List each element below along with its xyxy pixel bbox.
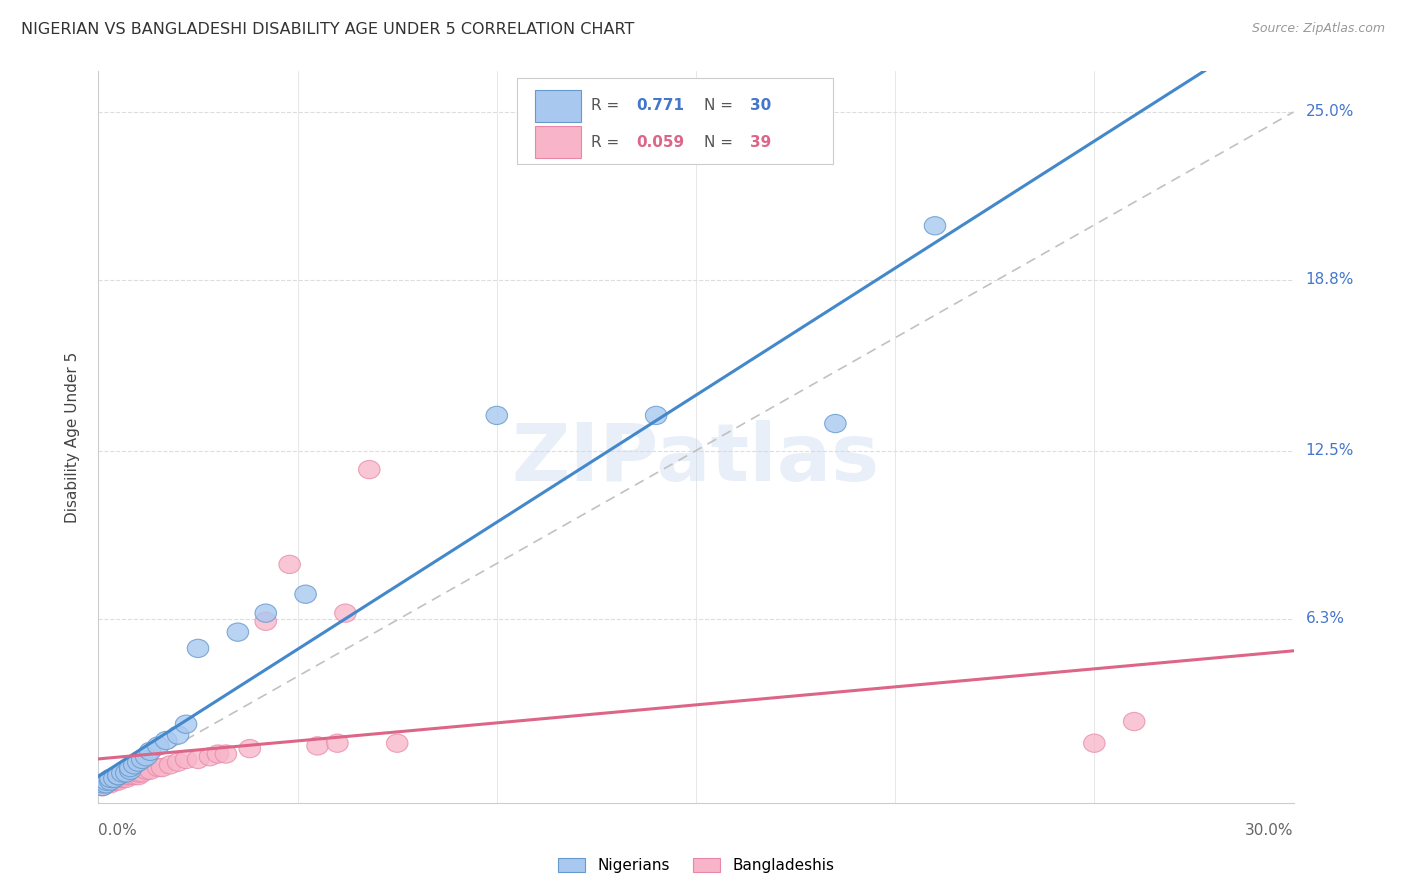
Ellipse shape	[359, 460, 380, 479]
Ellipse shape	[176, 715, 197, 733]
Ellipse shape	[139, 742, 160, 761]
Ellipse shape	[128, 753, 149, 772]
Text: R =: R =	[591, 135, 624, 150]
Text: R =: R =	[591, 98, 624, 113]
Ellipse shape	[104, 772, 125, 790]
Ellipse shape	[108, 772, 129, 790]
Text: 0.0%: 0.0%	[98, 823, 138, 838]
Ellipse shape	[924, 217, 946, 235]
Ellipse shape	[100, 772, 121, 790]
Ellipse shape	[104, 772, 125, 790]
Ellipse shape	[187, 750, 208, 769]
Ellipse shape	[156, 731, 177, 749]
Ellipse shape	[148, 758, 169, 777]
FancyBboxPatch shape	[517, 78, 834, 164]
Ellipse shape	[307, 737, 328, 755]
Ellipse shape	[96, 774, 117, 793]
Ellipse shape	[167, 753, 188, 772]
Ellipse shape	[100, 774, 121, 793]
Ellipse shape	[825, 415, 846, 433]
Ellipse shape	[135, 747, 157, 766]
Ellipse shape	[91, 778, 112, 796]
Ellipse shape	[120, 758, 141, 777]
Ellipse shape	[176, 750, 197, 769]
Ellipse shape	[254, 604, 277, 623]
Ellipse shape	[278, 555, 301, 574]
Ellipse shape	[132, 764, 153, 782]
Text: 12.5%: 12.5%	[1305, 443, 1354, 458]
Text: N =: N =	[704, 98, 738, 113]
Ellipse shape	[132, 750, 153, 769]
Text: 30.0%: 30.0%	[1246, 823, 1294, 838]
Ellipse shape	[96, 774, 117, 793]
Ellipse shape	[115, 764, 136, 782]
Ellipse shape	[115, 766, 136, 785]
Ellipse shape	[228, 623, 249, 641]
Ellipse shape	[96, 774, 117, 793]
Ellipse shape	[254, 612, 277, 631]
FancyBboxPatch shape	[534, 126, 581, 159]
Text: NIGERIAN VS BANGLADESHI DISABILITY AGE UNDER 5 CORRELATION CHART: NIGERIAN VS BANGLADESHI DISABILITY AGE U…	[21, 22, 634, 37]
Ellipse shape	[100, 772, 121, 790]
Ellipse shape	[115, 769, 136, 788]
Text: 18.8%: 18.8%	[1305, 272, 1354, 287]
Ellipse shape	[326, 734, 349, 752]
Ellipse shape	[239, 739, 260, 758]
Ellipse shape	[139, 761, 160, 780]
Text: 0.059: 0.059	[636, 135, 685, 150]
Legend: Nigerians, Bangladeshis: Nigerians, Bangladeshis	[551, 852, 841, 880]
Text: 0.771: 0.771	[636, 98, 685, 113]
Text: 30: 30	[749, 98, 770, 113]
Ellipse shape	[159, 756, 181, 774]
Ellipse shape	[124, 756, 145, 774]
Ellipse shape	[91, 778, 112, 796]
Ellipse shape	[124, 766, 145, 785]
Ellipse shape	[108, 766, 129, 785]
Ellipse shape	[1123, 713, 1144, 731]
Text: 6.3%: 6.3%	[1305, 611, 1344, 626]
Ellipse shape	[152, 758, 173, 777]
Ellipse shape	[215, 745, 236, 764]
Ellipse shape	[111, 764, 134, 782]
Ellipse shape	[120, 761, 141, 780]
Ellipse shape	[135, 761, 157, 780]
Ellipse shape	[387, 734, 408, 752]
Ellipse shape	[111, 769, 134, 788]
Ellipse shape	[91, 774, 112, 793]
Ellipse shape	[128, 764, 149, 782]
Ellipse shape	[200, 747, 221, 766]
Ellipse shape	[96, 772, 117, 790]
Ellipse shape	[100, 769, 121, 788]
Text: ZIPatlas: ZIPatlas	[512, 420, 880, 498]
Ellipse shape	[128, 766, 149, 785]
Text: N =: N =	[704, 135, 738, 150]
Ellipse shape	[91, 778, 112, 796]
FancyBboxPatch shape	[534, 90, 581, 122]
Ellipse shape	[486, 406, 508, 425]
Text: Source: ZipAtlas.com: Source: ZipAtlas.com	[1251, 22, 1385, 36]
Ellipse shape	[104, 769, 125, 788]
Ellipse shape	[645, 406, 666, 425]
Ellipse shape	[108, 766, 129, 785]
Ellipse shape	[295, 585, 316, 603]
Ellipse shape	[207, 745, 229, 764]
Ellipse shape	[1084, 734, 1105, 752]
Ellipse shape	[120, 766, 141, 785]
Ellipse shape	[108, 769, 129, 788]
Ellipse shape	[187, 640, 208, 657]
Text: 39: 39	[749, 135, 770, 150]
Ellipse shape	[148, 737, 169, 755]
Text: 25.0%: 25.0%	[1305, 104, 1354, 120]
Text: Disability Age Under 5: Disability Age Under 5	[65, 351, 80, 523]
Ellipse shape	[335, 604, 356, 623]
Ellipse shape	[167, 726, 188, 744]
